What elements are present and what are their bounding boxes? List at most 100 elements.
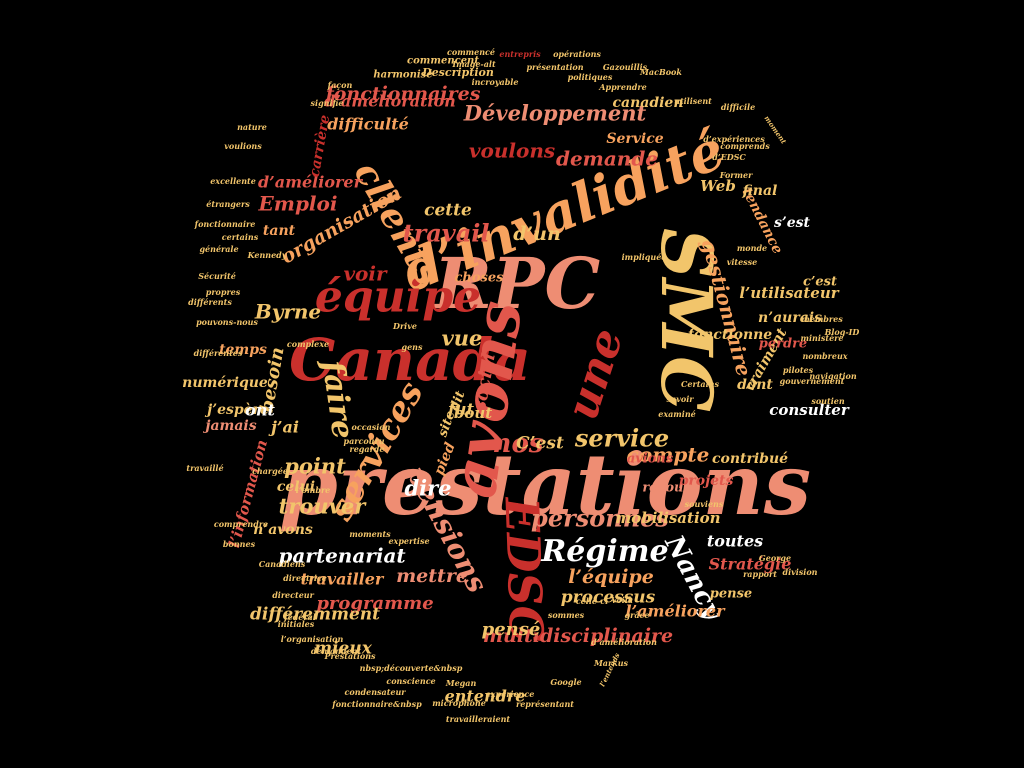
- word-cloud-word: mettre: [396, 565, 468, 587]
- word-cloud-word: Former: [719, 170, 753, 180]
- word-cloud-word: mieux: [314, 639, 373, 659]
- word-cloud-word: EDSC: [494, 495, 553, 644]
- word-cloud-word: temps: [219, 342, 267, 358]
- word-cloud-word: jamais: [202, 418, 256, 434]
- word-cloud-word: l’ombre: [296, 485, 331, 495]
- word-cloud-word: savoir: [667, 394, 695, 404]
- word-cloud-word: parcouru: [343, 436, 384, 446]
- word-cloud-word: d’améliorer: [258, 173, 364, 192]
- word-cloud-word: point: [284, 454, 346, 479]
- word-cloud-word: fonctionnaire&nbsp: [331, 699, 422, 709]
- word-cloud-word: Byrne: [254, 300, 321, 324]
- word-cloud-word: fonctionne: [687, 327, 773, 343]
- word-cloud-word: travailleraient: [446, 714, 510, 724]
- word-cloud-word: personnes: [531, 504, 669, 533]
- word-cloud-word: C’est: [516, 434, 564, 454]
- word-cloud-word: impliquée: [622, 252, 667, 262]
- word-cloud-word: façon: [327, 80, 353, 90]
- word-cloud-word: sommes: [548, 610, 585, 620]
- word-cloud-word: voulions: [224, 141, 262, 151]
- word-cloud-word: travaillé: [186, 463, 223, 473]
- word-cloud-word: demandent: [311, 646, 362, 656]
- word-cloud-word: Service: [606, 131, 663, 147]
- word-cloud-word: dit: [448, 389, 469, 413]
- word-cloud-word: avions: [627, 452, 674, 467]
- word-cloud-word: consulter: [769, 401, 850, 419]
- word-cloud-word: signifie: [311, 98, 344, 108]
- word-cloud-word: Canadiens: [259, 559, 306, 569]
- word-cloud-word: George: [759, 553, 791, 563]
- word-cloud-word: dire: [404, 476, 451, 501]
- word-cloud-word: choses: [455, 271, 505, 286]
- word-cloud-word: ministère: [801, 333, 844, 343]
- word-cloud-word: canadien: [612, 95, 683, 111]
- word-cloud-word: fonctionnaires: [324, 83, 481, 105]
- word-cloud-word: Sécurité: [198, 271, 236, 281]
- word-cloud-word: complexe: [287, 339, 329, 349]
- word-cloud-word: Gazouillis: [603, 62, 648, 72]
- word-cloud-word: gens: [401, 342, 423, 352]
- word-cloud-word: voir: [343, 262, 388, 286]
- word-cloud-word: celui: [277, 479, 315, 495]
- word-cloud-word: toutes: [707, 532, 763, 551]
- word-cloud-word: initiales: [278, 619, 315, 629]
- word-cloud-word: celle-ci: [576, 596, 608, 606]
- word-cloud-word: différents: [188, 297, 232, 307]
- word-cloud-word: Web: [700, 177, 736, 195]
- word-cloud-word: fédéral: [283, 612, 316, 622]
- word-cloud-word: Description: [421, 66, 494, 79]
- word-cloud-word: équipe: [315, 272, 481, 323]
- word-cloud-word: condensateur: [344, 687, 406, 697]
- word-cloud-word: d’un: [513, 223, 561, 245]
- word-cloud-word: Markus: [593, 658, 629, 668]
- word-cloud-word: Kennedy: [247, 250, 288, 260]
- word-cloud-word: commencent: [407, 56, 479, 67]
- word-cloud-word: cette: [424, 201, 472, 221]
- word-cloud-word: programme: [316, 593, 433, 614]
- word-cloud-word: différentes: [194, 348, 243, 358]
- word-cloud-word: travail: [402, 219, 489, 248]
- word-cloud-word: travailler: [301, 570, 385, 589]
- word-cloud-word: utilisent: [674, 96, 712, 106]
- word-cloud-word: Certains: [681, 379, 719, 389]
- word-cloud-word: l’entends: [598, 651, 622, 688]
- word-cloud-word: membres: [801, 314, 843, 324]
- word-cloud-word: d’amélioration: [324, 92, 456, 111]
- word-cloud-word: politiques: [568, 72, 613, 82]
- word-cloud-word: prestations: [279, 435, 811, 534]
- word-cloud-word: une: [557, 322, 634, 425]
- word-cloud-word: comprendre: [214, 519, 268, 529]
- word-cloud-word: d’amélioration: [591, 637, 657, 647]
- word-cloud-word: Développement: [463, 101, 647, 126]
- word-cloud-word: pensé: [482, 619, 541, 640]
- word-cloud-word: pouvons-nous: [196, 317, 258, 327]
- word-cloud-word: harmonisé: [373, 70, 432, 81]
- word-cloud-word: d’EDSC: [712, 152, 746, 162]
- word-cloud-word: carrière: [307, 114, 334, 179]
- word-cloud-word: directeur: [272, 590, 314, 600]
- word-cloud-word: étrangers: [206, 199, 250, 209]
- word-cloud-word: n’avons: [253, 522, 313, 538]
- word-cloud-word: certains: [222, 232, 259, 242]
- word-cloud-word: nombreux: [802, 351, 847, 361]
- word-cloud-word: Régime: [540, 534, 668, 569]
- word-cloud-word: difficulté: [327, 115, 409, 134]
- word-cloud-word: l’utilisateur: [739, 284, 839, 302]
- word-cloud-word: projets: [679, 473, 734, 489]
- word-cloud-word: demande: [556, 147, 658, 171]
- word-cloud-word: microphone: [432, 698, 486, 708]
- word-cloud-word: Stratégie: [709, 555, 792, 574]
- word-cloud-word: l’améliorer: [626, 602, 727, 621]
- word-cloud-word: nature: [237, 122, 267, 132]
- word-cloud-word: processus: [561, 588, 656, 608]
- word-cloud-word: chargée: [252, 466, 288, 476]
- word-cloud-word: c’est: [803, 275, 837, 290]
- word-cloud-word: contribué: [712, 451, 788, 467]
- word-cloud-word: grâce: [625, 610, 650, 620]
- word-cloud-word: multidisciplinaire: [483, 625, 673, 647]
- word-cloud-word: pense: [710, 587, 752, 602]
- word-cloud-word: Voilà: [611, 595, 633, 605]
- word-cloud-word: final: [742, 183, 778, 199]
- word-cloud-word: Prestations: [323, 651, 376, 661]
